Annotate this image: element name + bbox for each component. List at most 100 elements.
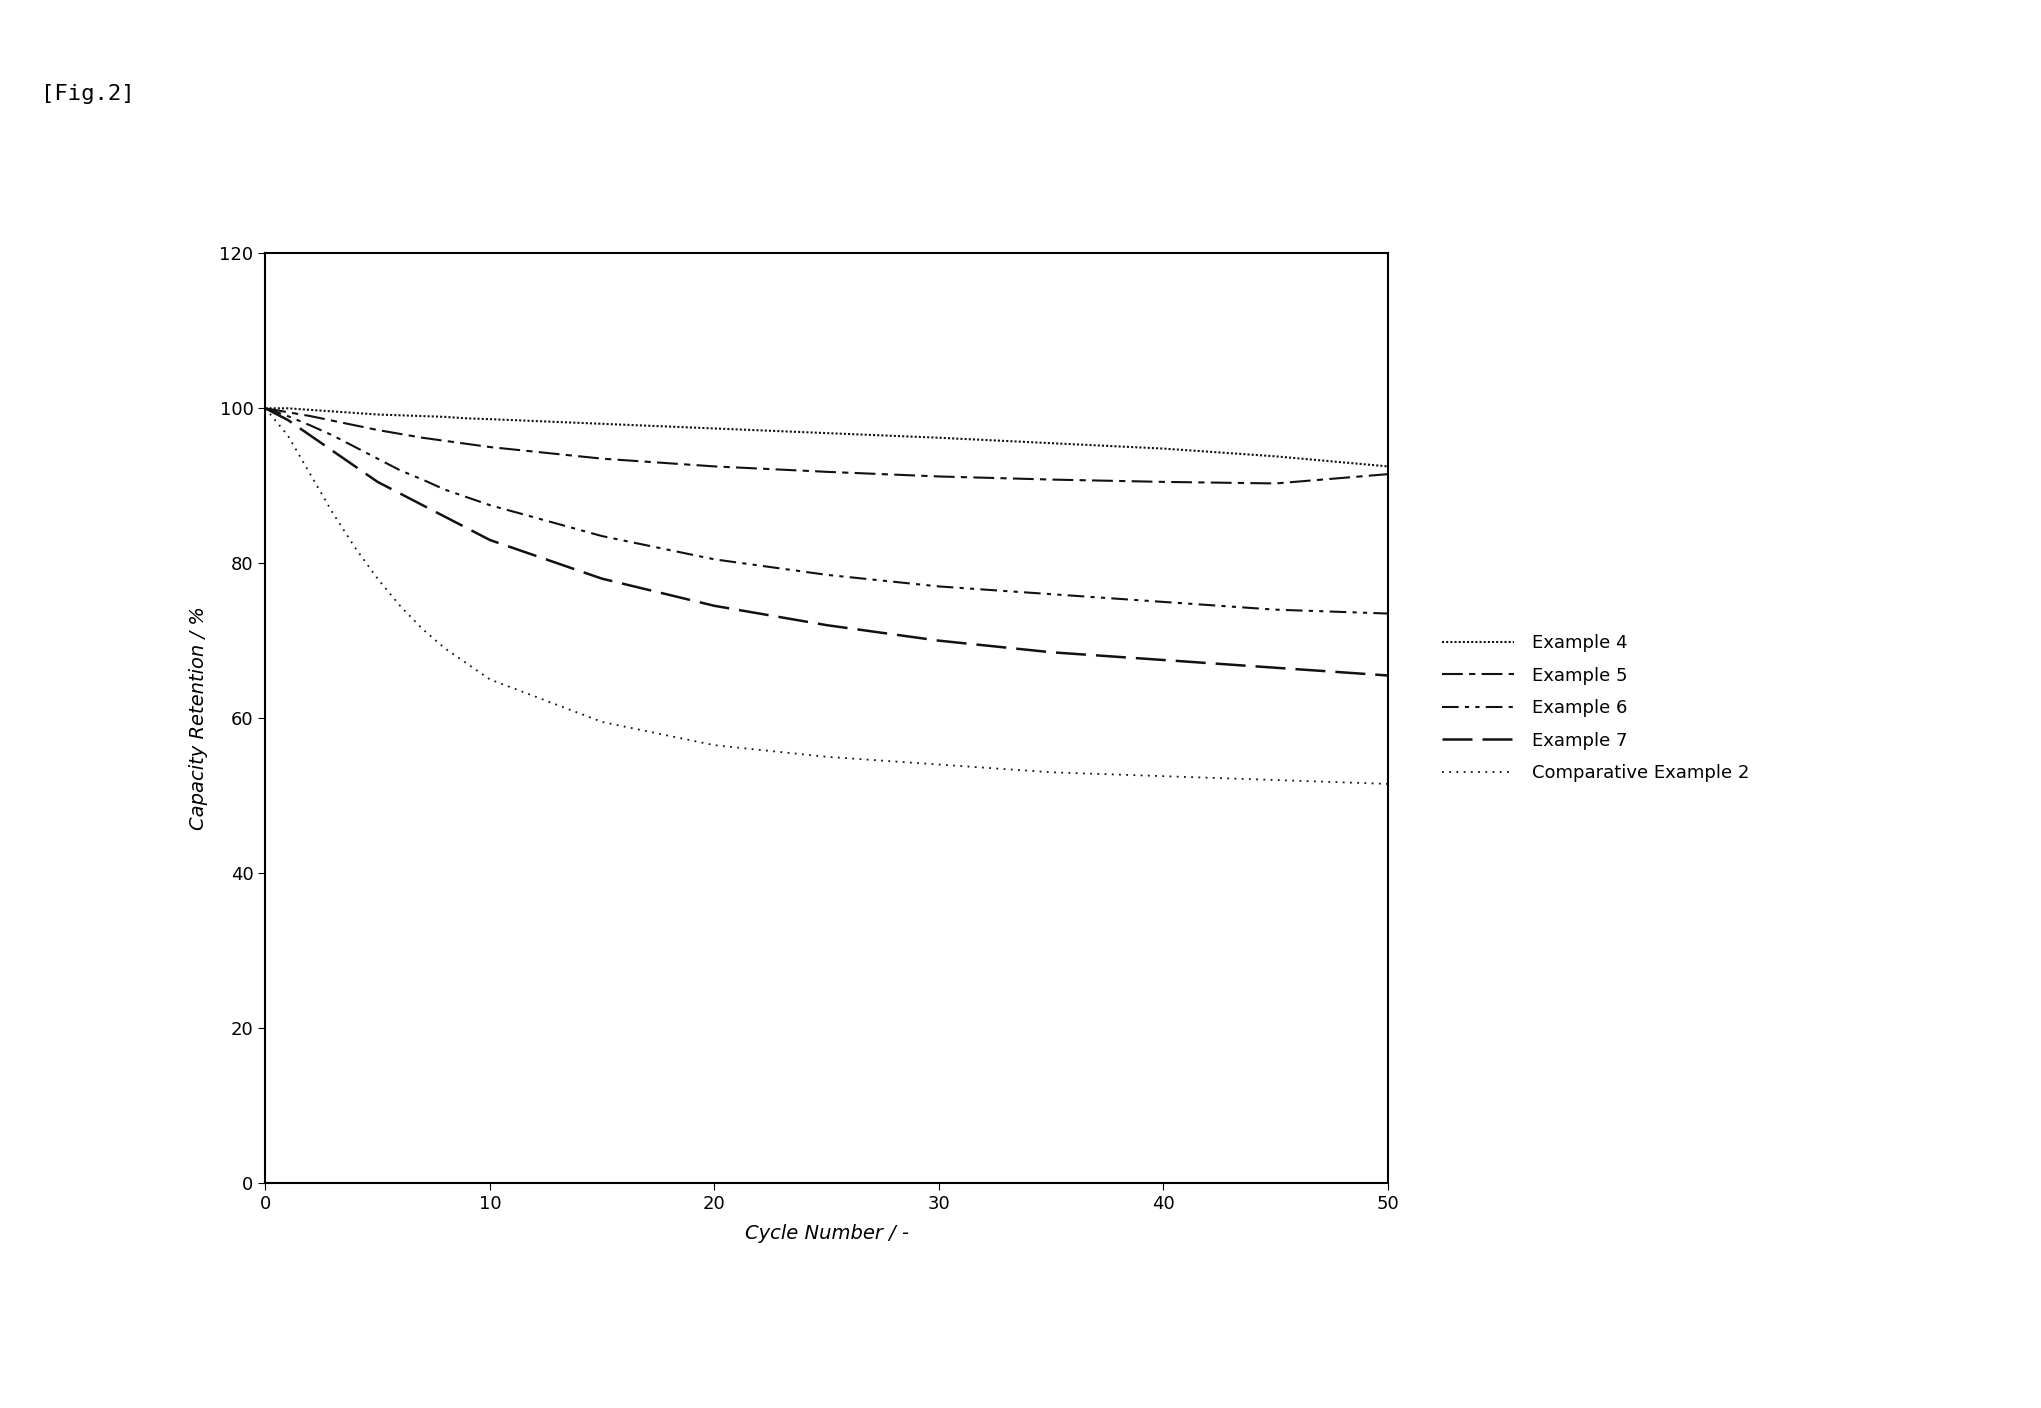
Example 4 (455, 410, 480, 427)
Example 4 (1263, 448, 1288, 465)
Comparative Example 2 (253, 400, 278, 417)
Example 5 (276, 404, 300, 421)
Example 4 (388, 407, 412, 424)
Example 6 (478, 497, 502, 514)
Example 6 (343, 439, 367, 456)
Example 4 (298, 401, 322, 418)
Example 6 (1263, 601, 1288, 618)
Example 4 (343, 404, 367, 421)
Example 5 (702, 458, 727, 474)
Example 5 (1151, 473, 1176, 490)
Comparative Example 2 (927, 756, 951, 773)
Comparative Example 2 (298, 466, 322, 483)
Example 4 (433, 408, 457, 425)
Example 4 (1376, 458, 1400, 474)
Comparative Example 2 (320, 504, 345, 521)
Line: Comparative Example 2: Comparative Example 2 (265, 408, 1388, 784)
Line: Example 4: Example 4 (265, 408, 1388, 466)
Comparative Example 2 (1039, 763, 1063, 780)
Example 5 (478, 439, 502, 456)
Comparative Example 2 (365, 570, 390, 587)
Text: [Fig.2]: [Fig.2] (41, 84, 135, 104)
Comparative Example 2 (410, 621, 435, 638)
Example 6 (1039, 586, 1063, 603)
Example 5 (298, 408, 322, 425)
Example 6 (276, 408, 300, 425)
Comparative Example 2 (343, 539, 367, 556)
Example 6 (1151, 594, 1176, 611)
Example 7 (478, 532, 502, 549)
Example 7 (253, 400, 278, 417)
Comparative Example 2 (590, 714, 614, 731)
Example 6 (1376, 605, 1400, 622)
Comparative Example 2 (433, 639, 457, 656)
Example 7 (1376, 667, 1400, 684)
Comparative Example 2 (814, 749, 839, 766)
Example 6 (702, 551, 727, 567)
Example 4 (1151, 441, 1176, 458)
Example 7 (388, 484, 412, 501)
Example 5 (365, 421, 390, 438)
Comparative Example 2 (1376, 776, 1400, 793)
Example 5 (320, 413, 345, 429)
Example 5 (1376, 466, 1400, 483)
Comparative Example 2 (1151, 767, 1176, 784)
Example 5 (343, 417, 367, 434)
X-axis label: Cycle Number / -: Cycle Number / - (745, 1224, 908, 1243)
Example 6 (433, 482, 457, 498)
Example 4 (276, 400, 300, 417)
Example 6 (927, 577, 951, 594)
Comparative Example 2 (388, 597, 412, 614)
Comparative Example 2 (702, 736, 727, 753)
Line: Example 6: Example 6 (265, 408, 1388, 614)
Comparative Example 2 (478, 670, 502, 687)
Example 7 (365, 473, 390, 490)
Example 4 (410, 408, 435, 425)
Example 7 (320, 442, 345, 459)
Example 5 (253, 400, 278, 417)
Example 5 (410, 429, 435, 446)
Example 4 (927, 429, 951, 446)
Example 5 (814, 463, 839, 480)
Line: Example 5: Example 5 (265, 408, 1388, 483)
Example 7 (276, 411, 300, 428)
Example 5 (1039, 472, 1063, 489)
Legend: Example 4, Example 5, Example 6, Example 7, Comparative Example 2: Example 4, Example 5, Example 6, Example… (1441, 634, 1749, 781)
Comparative Example 2 (1263, 772, 1288, 788)
Example 7 (433, 508, 457, 525)
Example 5 (1263, 474, 1288, 491)
Example 4 (320, 403, 345, 420)
Example 7 (298, 427, 322, 444)
Example 7 (1151, 652, 1176, 669)
Example 4 (590, 415, 614, 432)
Example 6 (388, 462, 412, 479)
Example 7 (410, 497, 435, 514)
Line: Example 7: Example 7 (265, 408, 1388, 676)
Example 7 (590, 570, 614, 587)
Example 5 (388, 425, 412, 442)
Example 7 (702, 597, 727, 614)
Example 6 (320, 427, 345, 444)
Example 6 (298, 417, 322, 434)
Example 6 (455, 489, 480, 505)
Y-axis label: Capacity Retention / %: Capacity Retention / % (190, 605, 208, 831)
Example 4 (1039, 435, 1063, 452)
Comparative Example 2 (276, 427, 300, 444)
Comparative Example 2 (455, 656, 480, 673)
Example 6 (590, 528, 614, 545)
Example 7 (814, 617, 839, 634)
Example 4 (253, 400, 278, 417)
Example 7 (455, 520, 480, 536)
Example 5 (433, 432, 457, 449)
Example 7 (1039, 643, 1063, 660)
Example 7 (927, 632, 951, 649)
Example 7 (1263, 659, 1288, 676)
Example 5 (927, 467, 951, 484)
Example 4 (702, 420, 727, 436)
Example 6 (365, 451, 390, 467)
Example 5 (590, 451, 614, 467)
Example 5 (455, 435, 480, 452)
Example 4 (478, 411, 502, 428)
Example 6 (253, 400, 278, 417)
Example 4 (365, 406, 390, 422)
